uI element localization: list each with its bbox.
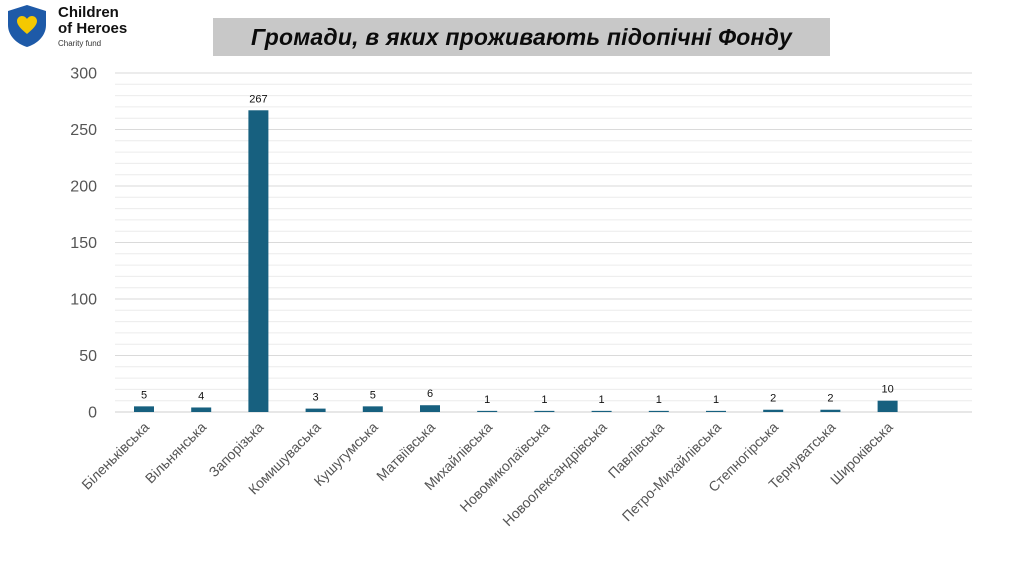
y-tick-label: 150 [70,235,97,252]
data-label: 2 [770,393,776,405]
data-label: 6 [427,388,433,400]
data-label: 2 [827,393,833,405]
x-tick-label: Павлівська [605,419,667,481]
data-label: 1 [484,394,490,406]
bar [763,409,784,412]
x-tick-label: Запорізька [205,419,266,480]
bar [477,410,498,412]
bar [248,110,269,412]
data-label: 5 [370,389,376,401]
logo-name-line1: Children [58,4,119,21]
data-label: 1 [656,394,662,406]
y-tick-label: 300 [70,66,97,83]
logo: Children of Heroes Charity fund [4,3,154,49]
data-label: 5 [141,389,147,401]
data-label: 267 [249,93,267,105]
chart-title: Громади, в яких проживають підопічні Фон… [213,18,830,56]
logo-subtitle: Charity fund [58,39,102,48]
bar [305,408,326,412]
x-tick-label: Петро-Михайлівська [619,419,725,525]
data-label: 1 [713,394,719,406]
bar [420,405,440,412]
bar [706,410,726,412]
y-tick-label: 200 [70,179,97,196]
bar [534,410,555,412]
x-tick-label: Вільнянська [142,419,210,487]
data-label: 1 [599,394,605,406]
bar [648,410,669,412]
y-tick-label: 100 [70,292,97,309]
data-label: 10 [881,384,893,396]
y-tick-label: 0 [88,405,97,422]
logo-name-line2: of Heroes [58,20,128,37]
bar [362,406,383,412]
bar [591,410,612,412]
x-tick-label: Новоолександрівська [499,419,609,529]
logo-name: Children of Heroes [58,5,127,37]
data-label: 1 [541,394,547,406]
data-label: 4 [198,390,204,402]
y-tick-label: 250 [70,122,97,139]
x-tick-label: Біленьківська [78,419,152,493]
bar [820,409,841,412]
y-tick-label: 50 [79,348,97,365]
bar [191,407,212,412]
data-label: 3 [313,392,319,404]
bar [877,400,898,412]
bar [134,406,154,412]
shield-heart-icon [8,5,46,47]
